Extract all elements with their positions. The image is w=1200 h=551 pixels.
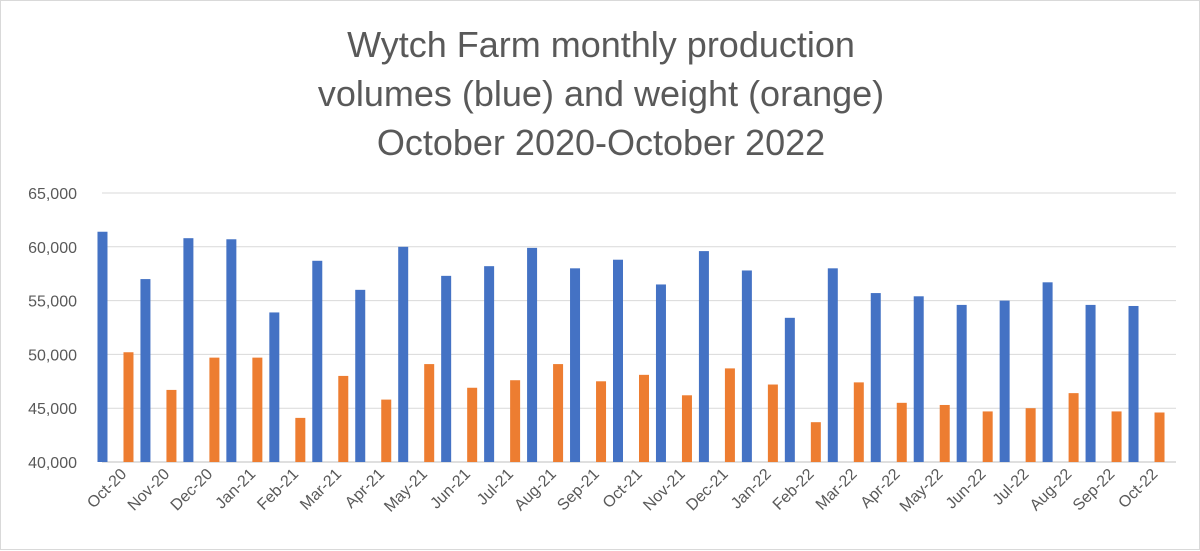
y-tick-label: 55,000: [28, 294, 77, 311]
weight-bar: [724, 368, 735, 462]
weight-bar: [295, 417, 306, 462]
y-tick-label: 40,000: [28, 455, 77, 472]
volume-bar: [741, 270, 752, 462]
weight-bar: [1025, 408, 1036, 462]
x-tick-label: Nov-21: [640, 466, 689, 515]
x-tick-label: Mar-21: [297, 466, 345, 514]
x-tick-label: Sep-21: [554, 466, 603, 515]
volume-bar: [827, 268, 838, 462]
weight-bar: [681, 395, 692, 462]
volume-bar: [183, 238, 194, 462]
x-tick-label: Oct-22: [1115, 466, 1161, 512]
x-tick-label: Feb-22: [770, 466, 818, 514]
weight-bar: [209, 357, 220, 462]
weight-bar: [982, 411, 993, 462]
x-tick-label: Sep-22: [1070, 466, 1119, 515]
volume-bar: [870, 293, 881, 462]
volume-bar: [1128, 305, 1139, 462]
weight-bar: [810, 422, 821, 462]
volume-bar: [698, 251, 709, 462]
y-tick-label: 65,000: [28, 186, 77, 203]
weight-bar: [853, 382, 864, 462]
weight-bar: [553, 364, 564, 462]
x-tick-label: Jan-22: [728, 466, 775, 513]
x-tick-label: Apr-22: [858, 466, 904, 512]
x-tick-label: Aug-21: [511, 466, 560, 515]
x-tick-label: Dec-21: [683, 466, 732, 515]
x-tick-label: Nov-20: [125, 466, 174, 515]
chart-title-line-2: volumes (blue) and weight (orange): [318, 73, 884, 114]
x-tick-label: Oct-21: [600, 466, 646, 512]
chart-title: Wytch Farm monthly production volumes (b…: [318, 24, 884, 163]
volume-bar: [226, 239, 237, 462]
x-tick-label: Jun-21: [427, 466, 474, 513]
x-tick-label: Jan-21: [213, 466, 260, 513]
volume-bar: [97, 231, 108, 462]
weight-bar: [510, 380, 521, 462]
volume-bar: [355, 289, 366, 462]
weight-bar: [252, 357, 263, 462]
volume-bar: [1042, 282, 1053, 462]
weight-bar: [467, 387, 478, 462]
volume-bar: [655, 284, 666, 462]
volume-bar: [784, 317, 795, 462]
volume-bar: [1085, 304, 1096, 462]
weight-bar: [1154, 412, 1165, 462]
weight-bar: [424, 364, 435, 462]
x-tick-label: Jun-22: [943, 466, 990, 513]
weight-bar: [767, 384, 778, 462]
volume-bar: [570, 268, 581, 462]
volume-bar: [999, 300, 1010, 462]
weight-bar: [1111, 411, 1122, 462]
weight-bar: [381, 399, 392, 462]
weight-bar: [896, 402, 907, 462]
x-tick-label: Mar-22: [813, 466, 861, 514]
gridlines: [102, 192, 1176, 463]
volume-bar: [398, 246, 409, 462]
x-tick-label: Feb-21: [254, 466, 302, 514]
weight-bar: [123, 352, 134, 462]
weight-bar: [639, 374, 649, 462]
x-tick-label: Oct-20: [84, 466, 130, 512]
volume-bar: [312, 260, 323, 462]
bars: [97, 231, 1165, 462]
y-tick-label: 60,000: [28, 240, 77, 257]
weight-bar: [939, 404, 950, 462]
chart-title-line-3: October 2020-October 2022: [377, 122, 825, 163]
x-tick-label: Dec-20: [168, 466, 217, 515]
weight-bar: [1068, 393, 1079, 462]
volume-bar: [527, 247, 538, 462]
volume-bar: [613, 259, 623, 462]
volume-bar: [269, 312, 280, 462]
weight-bar: [338, 375, 349, 462]
weight-bar: [596, 381, 607, 462]
volume-bar: [140, 279, 151, 462]
chart-title-line-1: Wytch Farm monthly production: [347, 24, 855, 65]
y-tick-label: 50,000: [28, 347, 77, 364]
x-tick-label: May-22: [897, 466, 947, 516]
volume-bar: [441, 275, 452, 462]
weight-bar: [166, 389, 177, 462]
x-tick-label: May-21: [381, 466, 431, 516]
y-tick-label: 45,000: [28, 401, 77, 418]
volume-bar: [956, 304, 967, 462]
x-tick-label: Aug-22: [1027, 466, 1076, 515]
y-axis-tick-labels: 40,000 45,000 50,000 55,000 60,000 65,000: [28, 186, 77, 472]
volume-bar: [913, 296, 924, 462]
volume-bar: [484, 266, 495, 462]
